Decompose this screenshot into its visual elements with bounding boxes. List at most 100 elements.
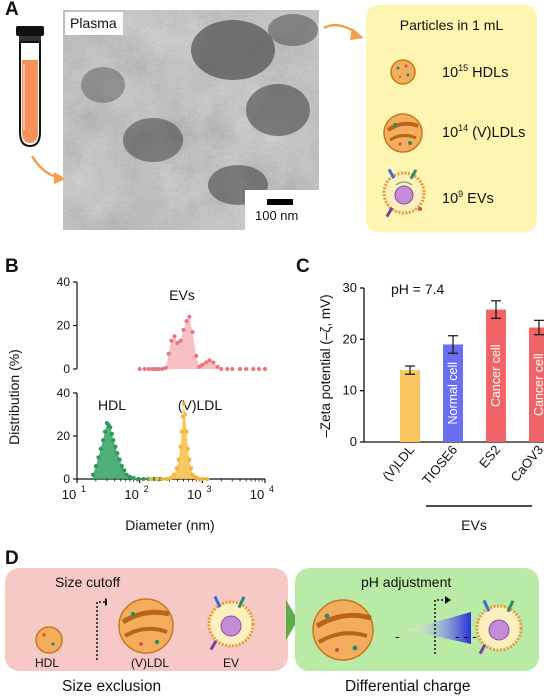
data-point	[178, 444, 183, 449]
hdl-count: 1015 HDLs	[442, 63, 509, 81]
ev-particle-icon	[382, 168, 426, 218]
data-point	[171, 472, 176, 477]
chart-b-title-group: Distribution (%) Diameter (nm) EVs HDL (…	[6, 287, 222, 533]
data-point	[96, 455, 101, 460]
zeta-bar	[486, 309, 506, 442]
scale-bar-box: 100 nm	[245, 190, 319, 230]
ph-adjustment-label: pH adjustment	[361, 574, 452, 590]
tem-texture	[63, 10, 319, 230]
data-point	[179, 429, 184, 434]
zeta-y-axis-label: –Zeta potential (–ζ, mV)	[318, 294, 333, 437]
data-point	[204, 360, 209, 365]
panel-d-letter: D	[5, 548, 19, 569]
zeta-bar	[400, 370, 420, 442]
data-point	[172, 334, 177, 339]
hdl-series-label: HDL	[98, 397, 126, 413]
panel-a-letter: A	[5, 0, 19, 20]
bar-inner-label: Cancer cell	[532, 353, 544, 416]
data-point	[174, 466, 179, 471]
ldl-count: 1014 (V)LDLs	[442, 123, 526, 141]
data-point	[219, 366, 224, 372]
ldl-caption: (V)LDL	[131, 656, 170, 670]
data-point	[237, 366, 243, 372]
data-point	[142, 366, 147, 372]
data-point	[200, 362, 205, 367]
data-point	[141, 476, 146, 482]
particle-box-title: Particles in 1 mL	[399, 17, 504, 33]
zeta-y-tick-label: 10	[343, 383, 357, 398]
ldl-large-icon	[118, 598, 174, 654]
data-point	[109, 431, 114, 436]
zeta-y-tick-label: 30	[343, 280, 357, 295]
zeta-y-tick-label: 0	[350, 434, 357, 449]
data-point	[113, 444, 118, 449]
ev-series-label: EVs	[169, 287, 195, 303]
x-tick-exponent: 2	[144, 484, 149, 494]
data-point	[256, 366, 262, 372]
data-point	[166, 351, 171, 356]
data-point	[137, 366, 142, 372]
data-point	[215, 364, 220, 369]
zeta-category-label: CaOV3	[507, 442, 544, 484]
data-point	[190, 329, 195, 335]
data-point	[184, 429, 189, 434]
hdl-small-icon	[35, 598, 107, 660]
chevron-right-icon	[286, 600, 298, 640]
data-point	[163, 365, 168, 371]
data-point	[176, 457, 181, 462]
chart-b-plot: 0 20 40 0 20 40 10 1 10 2 10 3 10 4	[57, 275, 274, 502]
scale-bar-label: 100 nm	[255, 208, 299, 223]
data-point	[148, 476, 153, 482]
data-point	[111, 438, 116, 443]
x-tick-exponent: 1	[81, 484, 86, 494]
y-tick-label: 20	[57, 429, 71, 443]
data-point	[200, 476, 205, 482]
y-tick-label: 40	[57, 275, 71, 289]
data-point	[251, 366, 256, 372]
size-cutoff-label: Size cutoff	[55, 574, 121, 590]
data-point	[262, 366, 268, 372]
data-point	[90, 472, 96, 477]
data-point	[181, 327, 186, 332]
data-point	[160, 366, 165, 372]
data-point	[102, 429, 108, 434]
size-distribution-chart: Distribution (%) Diameter (nm) EVs HDL (…	[6, 275, 274, 533]
ldl-series-label: (V)LDL	[178, 397, 223, 413]
ev-count: 109 EVs	[442, 189, 494, 207]
data-point	[146, 366, 151, 372]
ldl-particle-green-icon	[312, 599, 374, 661]
data-point	[155, 476, 160, 482]
data-point	[207, 358, 212, 363]
bar-inner-label: Normal cell	[446, 362, 460, 425]
data-point	[115, 451, 120, 456]
data-point	[181, 401, 187, 406]
arrow-icon	[323, 23, 364, 40]
data-point	[117, 457, 122, 462]
ph-label: pH = 7.4	[391, 281, 445, 297]
hdl-caption: HDL	[35, 656, 60, 670]
tem-label: Plasma	[65, 12, 123, 35]
data-point	[164, 476, 169, 482]
size-exclusion-caption: Size exclusion	[62, 678, 162, 695]
ldl-particle-icon	[383, 113, 423, 153]
data-point	[175, 340, 180, 345]
data-point	[184, 319, 189, 324]
x-tick-exponent: 4	[269, 484, 274, 494]
panel-b-letter: B	[5, 256, 19, 277]
x-tick-label: 10	[187, 487, 201, 502]
ev-caption: EV	[223, 656, 240, 670]
data-point	[100, 438, 106, 443]
zeta-category-label: ES2	[476, 442, 503, 470]
evs-group-label: EVs	[461, 517, 487, 533]
series-area-2	[150, 403, 208, 479]
charge-gradient-icon	[407, 596, 523, 655]
data-point	[160, 476, 165, 482]
blood-tube-icon	[16, 26, 66, 184]
zeta-category-label: (V)LDL	[379, 442, 417, 483]
data-point	[119, 464, 124, 469]
series-area-1	[92, 423, 160, 479]
data-point	[185, 446, 191, 451]
data-point	[152, 476, 157, 482]
data-point	[182, 412, 188, 417]
data-point	[156, 366, 161, 372]
